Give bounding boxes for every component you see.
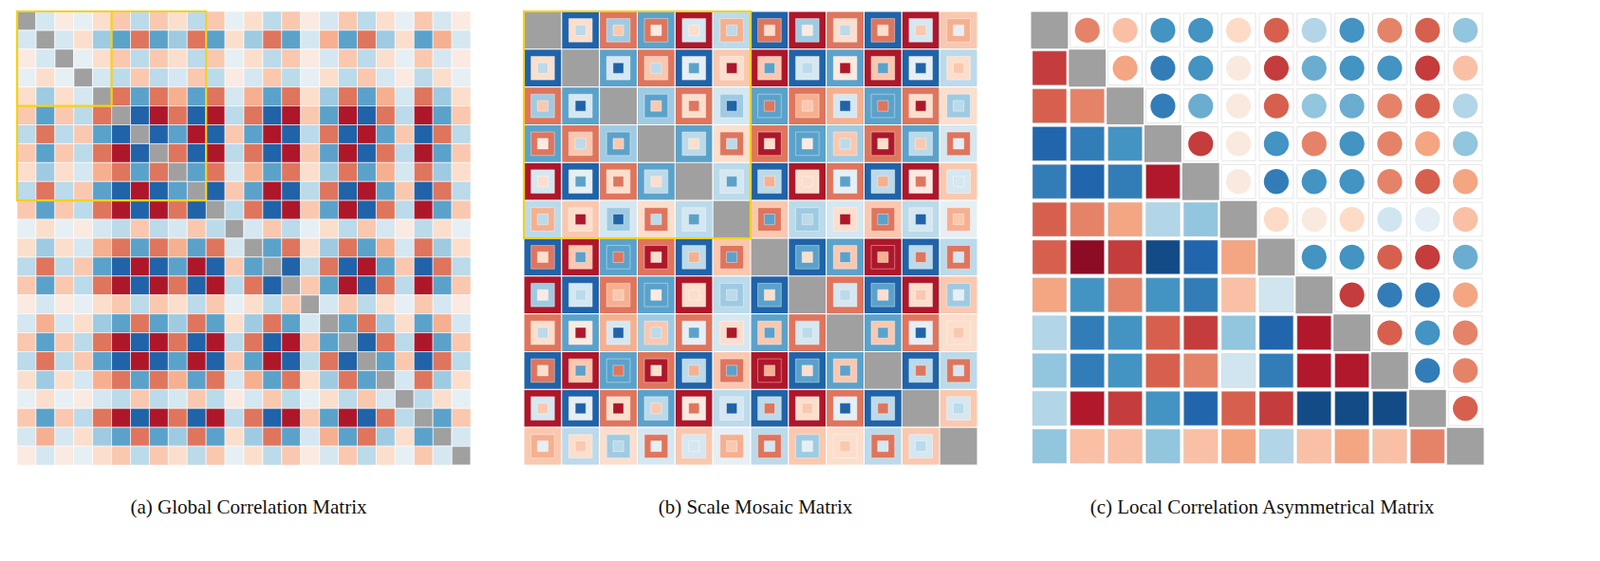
svg-text:(a) Global Correlation Matrix: (a) Global Correlation Matrix [130,495,368,519]
svg-text:(b) Scale Mosaic Matrix: (b) Scale Mosaic Matrix [658,495,854,519]
svg-text:(c) Local Correlation Asymmetr: (c) Local Correlation Asymmetrical Matri… [1090,495,1435,519]
